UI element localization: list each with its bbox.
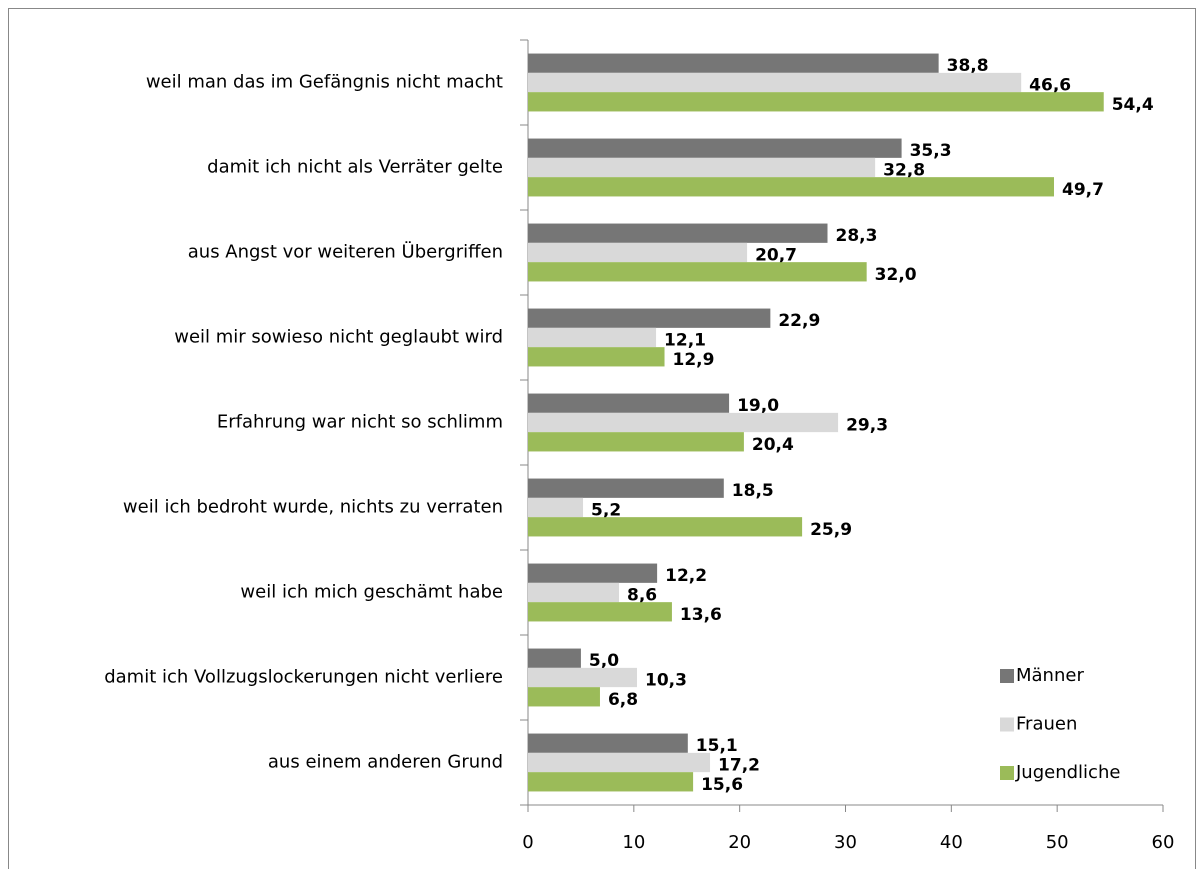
value-label: 49,7 [1062, 180, 1104, 200]
value-label: 8,6 [627, 586, 657, 606]
category-label: weil ich bedroht wurde, nichts zu verrat… [123, 497, 503, 518]
bar [528, 563, 658, 583]
value-label: 18,5 [732, 481, 774, 501]
bar [528, 393, 730, 413]
category-label: aus Angst vor weiteren Übergriffen [188, 241, 503, 263]
value-label: 15,6 [701, 775, 743, 795]
value-label: 54,4 [1112, 95, 1154, 115]
bar [528, 687, 600, 707]
value-label: 5,2 [591, 501, 621, 521]
bar [528, 177, 1054, 197]
value-label: 32,8 [883, 161, 925, 181]
x-tick-label: 0 [522, 832, 533, 853]
category-label: weil man das im Gefängnis nicht macht [146, 72, 503, 93]
value-label: 5,0 [589, 651, 619, 671]
legend-swatch [1000, 766, 1014, 780]
value-label: 12,9 [673, 350, 715, 370]
category-label: weil ich mich geschämt habe [240, 582, 503, 603]
category-label: Erfahrung war nicht so schlimm [217, 412, 503, 433]
value-label: 19,0 [737, 396, 779, 416]
chart-border [8, 8, 1196, 869]
legend-label: Jugendliche [1015, 762, 1120, 783]
value-label: 28,3 [836, 226, 878, 246]
value-label: 25,9 [810, 520, 852, 540]
bar [528, 242, 748, 263]
bar [528, 223, 828, 243]
bar [528, 752, 711, 773]
bar [528, 308, 771, 328]
value-label: 29,3 [846, 416, 888, 436]
x-tick-label: 60 [1152, 832, 1175, 853]
bar [528, 582, 620, 603]
category-label: weil mir sowieso nicht geglaubt wird [174, 327, 503, 348]
bar [528, 92, 1104, 112]
category-label: aus einem anderen Grund [268, 752, 503, 773]
legend-swatch [1000, 669, 1014, 683]
bar [528, 327, 657, 348]
category-label: damit ich Vollzugslockerungen nicht verl… [104, 667, 503, 688]
value-label: 38,8 [947, 56, 989, 76]
x-tick-label: 50 [1046, 832, 1069, 853]
category-label: damit ich nicht als Verräter gelte [207, 157, 503, 178]
x-tick-label: 20 [728, 832, 751, 853]
x-tick-label: 40 [940, 832, 963, 853]
bar [528, 648, 581, 668]
value-label: 32,0 [875, 265, 917, 285]
bar [528, 478, 724, 498]
legend-label: Männer [1016, 665, 1084, 686]
bar [528, 347, 665, 367]
value-label: 35,3 [910, 141, 952, 161]
bar [528, 667, 638, 688]
bar [528, 53, 939, 73]
value-label: 6,8 [608, 690, 638, 710]
bar [528, 157, 876, 178]
value-label: 20,4 [752, 435, 794, 455]
bar [528, 733, 688, 753]
x-tick-label: 10 [622, 832, 645, 853]
value-label: 20,7 [755, 246, 797, 266]
value-label: 12,2 [665, 566, 707, 586]
bar [528, 432, 744, 452]
bar [528, 497, 584, 518]
legend-label: Frauen [1016, 714, 1077, 735]
value-label: 15,1 [696, 736, 738, 756]
bar [528, 772, 694, 792]
bar [528, 517, 803, 537]
value-label: 22,9 [778, 311, 820, 331]
x-tick-label: 30 [834, 832, 857, 853]
bar [528, 412, 839, 433]
value-label: 12,1 [664, 331, 706, 351]
value-label: 46,6 [1029, 76, 1071, 96]
bar [528, 138, 902, 158]
value-label: 10,3 [645, 671, 687, 691]
value-label: 13,6 [680, 605, 722, 625]
bar [528, 262, 867, 282]
legend-swatch [1000, 717, 1014, 732]
bar [528, 72, 1022, 93]
value-label: 17,2 [718, 756, 760, 776]
bar [528, 602, 672, 622]
